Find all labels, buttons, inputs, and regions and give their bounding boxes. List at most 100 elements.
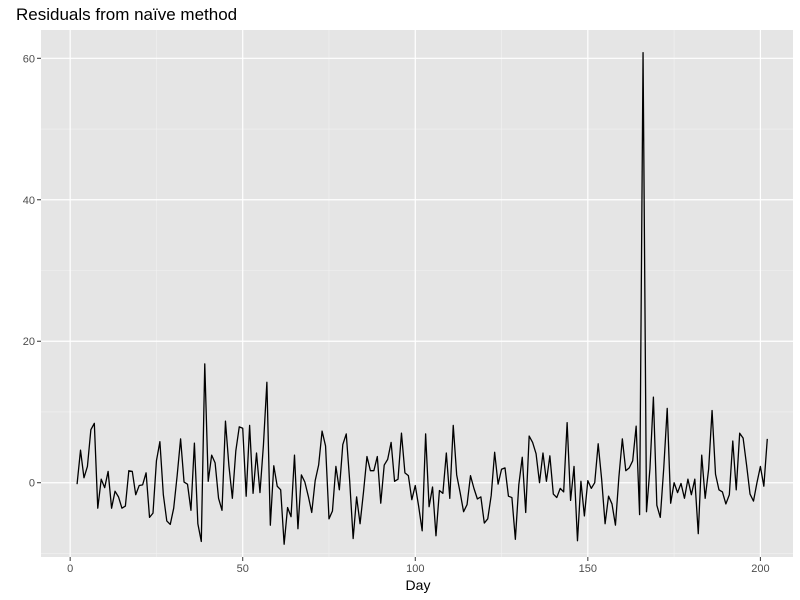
series-layer <box>76 51 768 545</box>
data-point <box>322 431 323 432</box>
data-point <box>159 441 160 442</box>
data-point <box>646 511 647 512</box>
minor-gridlines <box>41 30 793 557</box>
data-point <box>446 453 447 454</box>
data-point <box>480 496 481 497</box>
data-point <box>563 491 564 492</box>
data-point <box>435 535 436 536</box>
data-point <box>739 433 740 434</box>
data-point <box>505 467 506 468</box>
data-point <box>601 479 602 480</box>
data-point <box>115 491 116 492</box>
data-point <box>418 506 419 507</box>
data-point <box>674 482 675 483</box>
data-point <box>712 410 713 411</box>
data-point <box>625 470 626 471</box>
data-point <box>211 455 212 456</box>
data-point <box>553 494 554 495</box>
data-point <box>163 494 164 495</box>
data-point <box>587 480 588 481</box>
data-point <box>377 456 378 457</box>
data-point <box>246 496 247 497</box>
data-point <box>349 481 350 482</box>
data-point <box>104 487 105 488</box>
data-point <box>467 504 468 505</box>
data-point <box>201 541 202 542</box>
series-line <box>76 51 768 545</box>
data-point <box>273 465 274 466</box>
data-point <box>256 453 257 454</box>
data-point <box>494 452 495 453</box>
data-point <box>194 443 195 444</box>
data-point <box>453 425 454 426</box>
data-point <box>353 538 354 539</box>
data-point <box>549 455 550 456</box>
data-point <box>173 508 174 509</box>
data-point <box>259 492 260 493</box>
data-point <box>370 470 371 471</box>
data-point <box>532 442 533 443</box>
data-point <box>498 484 499 485</box>
data-point <box>753 501 754 502</box>
data-point <box>308 496 309 497</box>
data-point <box>411 499 412 500</box>
data-point <box>618 477 619 478</box>
data-point <box>304 482 305 483</box>
data-point <box>187 484 188 485</box>
data-point <box>629 467 630 468</box>
y-axis-ticks: 0 20 40 60 <box>23 53 41 490</box>
data-point <box>518 484 519 485</box>
data-point <box>380 503 381 504</box>
data-point <box>125 506 126 507</box>
data-point <box>653 397 654 398</box>
x-axis-ticks: 0 50 100 150 200 <box>67 557 770 575</box>
data-point <box>487 518 488 519</box>
data-point <box>139 485 140 486</box>
data-point <box>142 484 143 485</box>
data-point <box>284 544 285 545</box>
data-point <box>204 363 205 364</box>
data-point <box>570 500 571 501</box>
data-point <box>222 510 223 511</box>
data-point <box>135 494 136 495</box>
data-point <box>266 382 267 383</box>
data-point <box>177 475 178 476</box>
data-point <box>594 482 595 483</box>
data-point <box>649 468 650 469</box>
data-point <box>332 511 333 512</box>
data-point <box>242 428 243 429</box>
data-point <box>373 470 374 471</box>
data-point <box>725 503 726 504</box>
data-point <box>291 516 292 517</box>
data-point <box>190 510 191 511</box>
data-point <box>432 486 433 487</box>
data-point <box>722 491 723 492</box>
data-point <box>567 422 568 423</box>
data-point <box>539 482 540 483</box>
data-point <box>366 456 367 457</box>
data-point <box>687 479 688 480</box>
data-point <box>529 436 530 437</box>
data-point <box>684 498 685 499</box>
data-point <box>484 523 485 524</box>
data-point <box>681 483 682 484</box>
data-point <box>318 465 319 466</box>
data-point <box>756 482 757 483</box>
data-point <box>750 494 751 495</box>
data-point <box>622 438 623 439</box>
data-point <box>560 488 561 489</box>
data-point <box>511 497 512 498</box>
data-point <box>425 433 426 434</box>
data-point <box>701 455 702 456</box>
data-point <box>239 426 240 427</box>
data-point <box>546 481 547 482</box>
data-point <box>608 496 609 497</box>
data-point <box>639 514 640 515</box>
data-point <box>643 52 644 53</box>
data-point <box>228 465 229 466</box>
data-point <box>456 474 457 475</box>
data-point <box>605 523 606 524</box>
data-point <box>346 433 347 434</box>
x-tick-label: 200 <box>751 563 769 575</box>
